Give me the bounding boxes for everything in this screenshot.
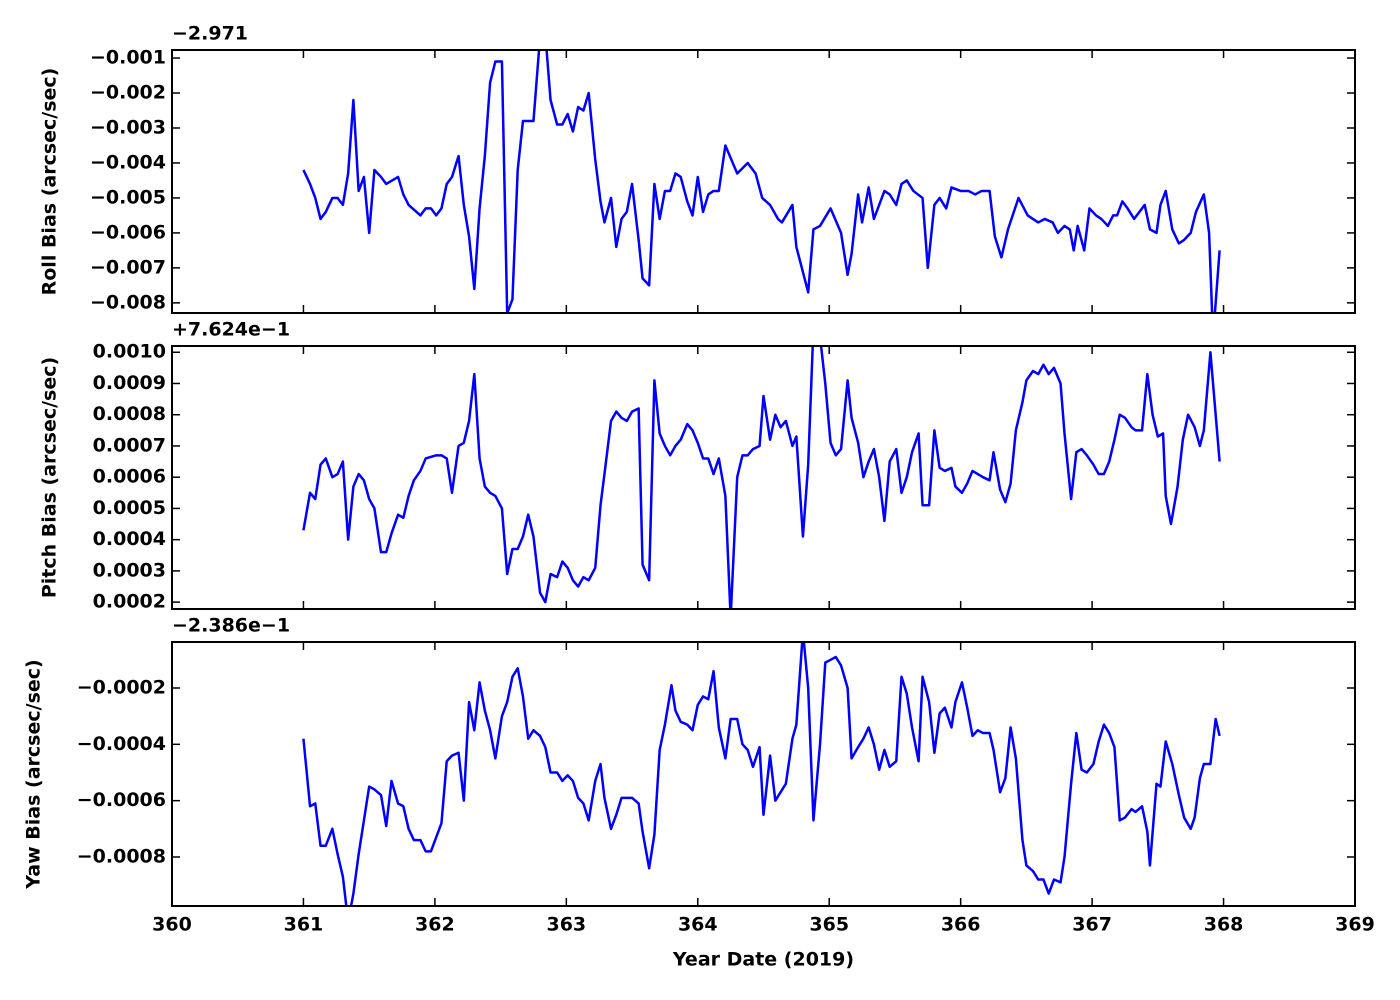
panel: 0.0010 0.0009 0.0008 0.0007 0.0006 0.0005 0.00… (39, 319, 1356, 613)
y-tick-label: −0.008 (90, 291, 166, 313)
data-line (302, 642, 1221, 906)
data-line (302, 50, 1221, 313)
x-tick-label: 360 (152, 914, 192, 936)
y-tick-label: 0.0009 (93, 372, 166, 394)
x-tick-label: 362 (415, 914, 455, 936)
x-tick-label: 369 (1335, 914, 1375, 936)
y-tick-label: 0.0006 (93, 466, 166, 488)
y-tick-label: −0.006 (90, 221, 166, 243)
y-axis-label: Yaw Bias (arcsec/sec) (23, 659, 45, 889)
y-tick-label: −0.003 (90, 116, 166, 138)
y-tick-label: −0.004 (90, 151, 166, 173)
panel: −0.001 −0.002 −0.003 −0.004 −0.005 −0.006 −0.0… (39, 23, 1356, 314)
x-tick-label: 364 (678, 914, 718, 936)
offset-label: −2.386e−1 (172, 615, 290, 637)
x-axis-label: Year Date (2019) (672, 949, 854, 971)
plot-frame (171, 641, 1356, 907)
plot-frame (171, 49, 1356, 314)
y-tick-label: 0.0003 (93, 559, 166, 581)
y-tick-label: −0.002 (90, 82, 166, 104)
x-tick-label: 363 (546, 914, 586, 936)
y-tick-label: −0.005 (90, 186, 166, 208)
y-tick-label: 0.0008 (93, 403, 166, 425)
x-tick-label: 361 (284, 914, 324, 936)
y-tick-label: 0.0010 (93, 341, 166, 363)
y-tick-label: −0.0006 (77, 789, 166, 811)
y-tick-label: −0.0008 (77, 845, 166, 867)
offset-label: +7.624e−1 (172, 319, 290, 341)
x-tick-label: 367 (1072, 914, 1112, 936)
y-tick-label: −0.007 (90, 256, 166, 278)
y-tick-label: 0.0007 (93, 434, 166, 456)
x-tick-label: 365 (809, 914, 849, 936)
x-tick-label: 368 (1204, 914, 1244, 936)
y-axis-label: Roll Bias (arcsec/sec) (39, 68, 61, 296)
y-axis-label: Pitch Bias (arcsec/sec) (39, 357, 61, 598)
y-tick-label: 0.0004 (93, 528, 166, 550)
data-line (302, 346, 1221, 609)
y-tick-label: 0.0005 (93, 497, 166, 519)
y-tick-label: −0.0004 (77, 733, 166, 755)
panel: −0.0002 −0.0004 −0.0006 −0.0008 360 361 362 363… (23, 615, 1375, 971)
offset-label: −2.971 (172, 23, 248, 45)
y-tick-label: −0.001 (90, 47, 166, 69)
y-tick-label: 0.0002 (93, 591, 166, 613)
x-tick-label: 366 (941, 914, 981, 936)
y-tick-label: −0.0002 (77, 676, 166, 698)
